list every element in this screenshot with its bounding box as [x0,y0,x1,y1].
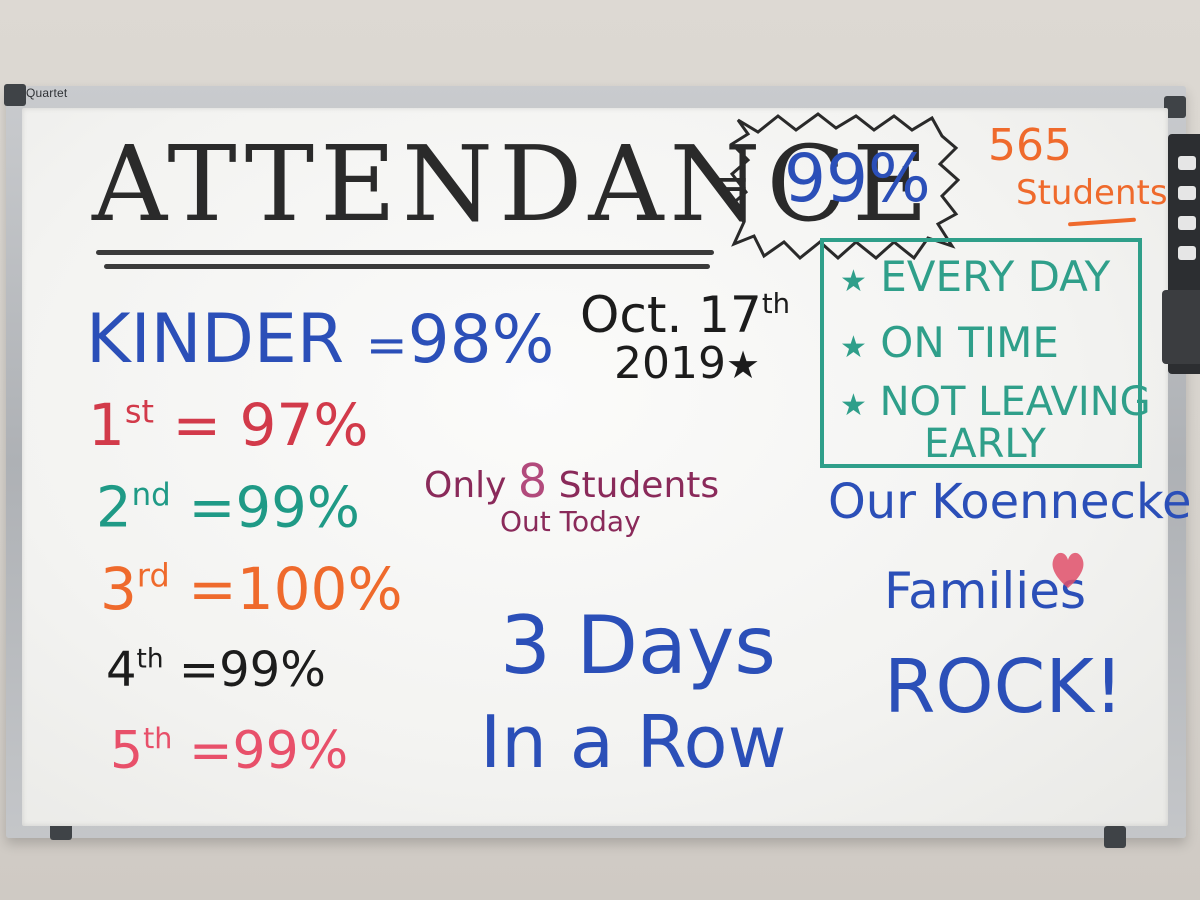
grade-equals: = [365,316,408,374]
star-icon: ★ [725,343,761,387]
frame-corner-top-right [1164,96,1186,118]
grade-label: 1 [88,391,125,459]
only-suffix: Students [558,465,720,506]
grade-value: 100% [236,555,403,623]
grade-value: 97% [239,391,369,459]
grade-label: KINDER [86,300,345,379]
days-line-2: In a Row [480,700,787,784]
grade-row-5th: 5th =99% [110,724,348,777]
goal-on-time: ★ ON TIME [840,322,1059,364]
grade-equals: = [188,721,233,782]
families-line-3: ROCK! [884,644,1124,730]
out-today: Out Today [500,505,641,538]
frame-corner-top-left [4,84,26,106]
goal-text: NOT LEAVING [879,379,1151,425]
grade-equals: = [178,642,220,698]
families-line-2: Families [884,562,1087,620]
star-icon: ★ [840,264,867,299]
date-line-1: Oct. 17th [580,290,790,340]
grade-value: 98% [407,301,555,378]
goal-not-leaving: ★ NOT LEAVING [840,382,1151,422]
heart-icon [1052,552,1084,588]
grade-suffix: nd [131,477,171,513]
overall-percent: 99% [784,140,931,217]
frame-corner-bottom-right [1104,826,1126,848]
grade-equals: = [188,475,236,541]
days-line-1: 3 Days [500,599,776,692]
grade-label: 5 [110,721,144,782]
date-line-2: 2019★ [614,342,760,386]
date-suffix: th [761,287,791,320]
only-number: 8 [517,454,548,508]
goal-early: EARLY [924,421,1046,467]
clip-button [1178,156,1196,170]
grade-row-3rd: 3rd =100% [100,560,403,618]
eraser [1162,290,1200,364]
grade-value: 99% [219,642,326,698]
goal-every-day: ★ EVERY DAY [840,256,1110,298]
grade-equals: = [188,555,237,623]
only-prefix: Only [424,465,507,506]
goal-text: EVERY DAY [880,252,1111,301]
grade-label: 3 [100,555,137,623]
title-equals: = [712,156,751,210]
title-underline [104,264,710,269]
grade-suffix: st [124,392,155,431]
date-year: 2019 [614,338,726,389]
star-icon: ★ [840,388,867,423]
grade-label: 4 [106,642,137,698]
title-underline [96,250,714,255]
grade-suffix: rd [136,556,170,595]
grade-suffix: th [136,643,164,675]
students-label: Students [1016,173,1168,213]
date-text: Oct. 17 [580,286,762,344]
families-line-1: Our Koennecke [828,474,1192,530]
title-attendance: ATTENDANCE [92,123,934,245]
grade-label: 2 [96,475,132,541]
students-count: 565 [988,120,1072,171]
grade-equals: = [172,391,222,459]
grade-row-2nd: 2nd =99% [96,480,360,537]
only-students-line: Only 8 Students [424,458,719,504]
grade-row-1st: 1st = 97% [88,396,368,454]
grade-value: 99% [232,721,349,782]
clip-button [1178,246,1196,260]
star-icon: ★ [840,330,867,365]
grade-row-4th: 4th =99% [106,646,326,694]
brand-label: Quartet [26,86,68,100]
clip-button [1178,216,1196,230]
clip-button [1178,186,1196,200]
grade-suffix: th [143,721,173,755]
goals-box [820,238,1142,468]
goal-text: ON TIME [880,318,1059,367]
grade-row-kinder: KINDER =98% [86,306,554,374]
grade-value: 99% [235,475,360,541]
